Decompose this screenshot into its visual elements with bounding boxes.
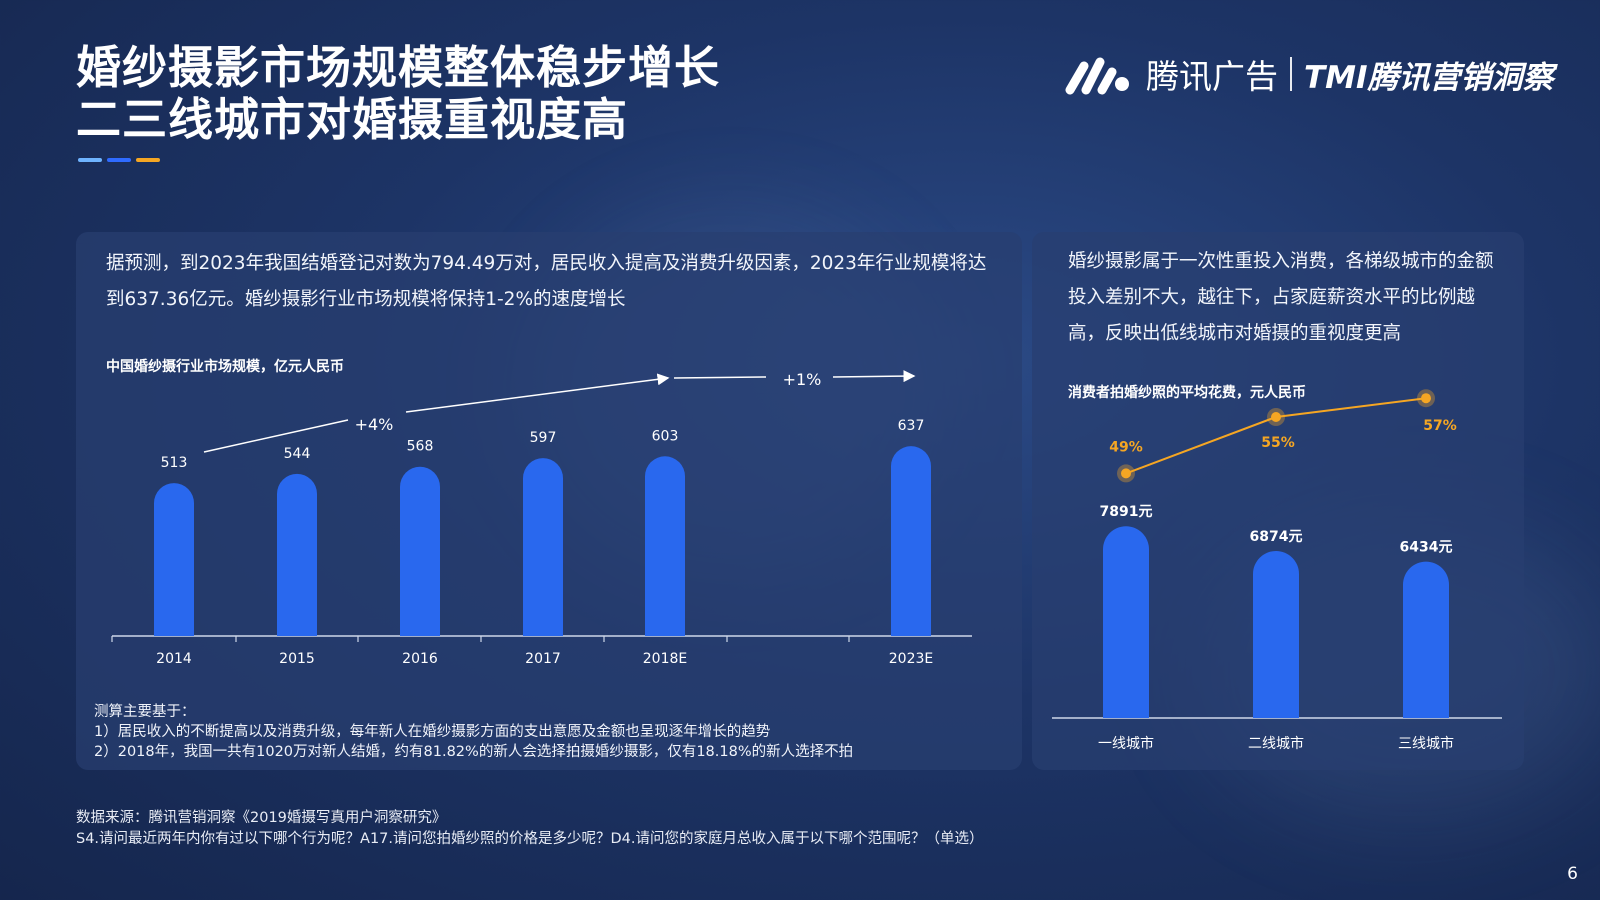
x-tick-label: 三线城市 (1398, 735, 1454, 752)
data-source: 数据来源：腾讯营销洞察《2019婚摄写真用户洞察研究》 (76, 810, 447, 826)
growth-rate-label: +4% (355, 415, 394, 434)
brand-name: 腾讯广告 (1146, 57, 1278, 96)
bar (1103, 526, 1149, 718)
x-tick-label: 一线城市 (1098, 735, 1154, 752)
percent-point (1271, 412, 1281, 422)
bar-value-label: 637 (898, 418, 925, 434)
bar-value-label: 603 (652, 428, 679, 444)
x-tick-label: 2016 (402, 651, 438, 667)
footer-source: 数据来源：腾讯营销洞察《2019婚摄写真用户洞察研究》 S4.请问最近两年内你有… (76, 808, 984, 850)
x-tick-label: 2014 (156, 651, 192, 667)
bar (1403, 561, 1449, 718)
bar (523, 458, 563, 636)
x-tick-label: 二线城市 (1248, 735, 1304, 752)
x-tick-label: 2023E (889, 651, 933, 667)
calculation-notes: 测算主要基于： 1）居民收入的不断提高以及消费升级，每年新人在婚纱摄影方面的支出… (94, 702, 853, 762)
percent-label: 49% (1109, 439, 1143, 455)
bar-value-label: 513 (161, 455, 188, 471)
percent-label: 55% (1261, 435, 1295, 451)
accent-dash (107, 158, 131, 162)
notes-heading: 测算主要基于： (94, 704, 196, 720)
bar (154, 483, 194, 636)
x-tick-label: 2018E (643, 651, 687, 667)
title-accent-dashes (78, 158, 160, 162)
bar-value-label: 6434元 (1400, 540, 1453, 556)
tencent-ads-logo-icon (1065, 57, 1129, 95)
bar (400, 466, 440, 636)
growth-arrow-segment (673, 376, 767, 379)
bar (645, 456, 685, 636)
bar (1253, 550, 1299, 718)
growth-arrow (832, 370, 916, 383)
brand-subname: TMI腾讯营销洞察 (1304, 59, 1554, 96)
chart-title: 消费者拍婚纱照的平均花费，元人民币 (1068, 385, 1306, 401)
bar-value-label: 7891元 (1100, 504, 1153, 520)
page-number: 6 (1567, 864, 1578, 884)
bar-value-label: 597 (530, 430, 557, 446)
growth-arrow-segment (203, 419, 349, 453)
bar-value-label: 6874元 (1250, 529, 1303, 545)
title-line-2: 二三线城市对婚摄重视度高 (76, 93, 629, 146)
page-title: 婚纱摄影市场规模整体稳步增长 二三线城市对婚摄重视度高 (76, 42, 720, 146)
bar-value-label: 568 (407, 439, 434, 455)
market-size-chart: 513 2014 544 2015 568 2016 597 2017 603 2018E 637 2… (111, 370, 972, 667)
brand-header: 腾讯广告 TMI腾讯营销洞察 (1062, 52, 1554, 96)
percent-point (1121, 468, 1131, 479)
bar-value-label: 544 (284, 446, 311, 462)
city-spend-panel: 婚纱摄影属于一次性重投入消费，各梯级城市的金额投入差别不大，越往下，占家庭薪资水… (1032, 232, 1524, 770)
accent-dash (136, 158, 160, 162)
bar (277, 473, 317, 636)
x-tick-label: 2017 (525, 651, 561, 667)
survey-questions: S4.请问最近两年内你有过以下哪个行为呢？A17.请问您拍婚纱照的价格是多少呢？… (76, 831, 984, 847)
market-size-panel: 据预测，到2023年我国结婚登记对数为794.49万对，居民收入提高及消费升级因… (76, 232, 1022, 770)
market-size-description: 据预测，到2023年我国结婚登记对数为794.49万对，居民收入提高及消费升级因… (106, 253, 987, 310)
percent-label: 57% (1423, 418, 1457, 434)
notes-item: 2）2018年，我国一共有1020万对新人结婚，约有81.82%的新人会选择拍摄… (94, 744, 854, 760)
growth-rate-label: +1% (783, 370, 822, 389)
chart-title: 中国婚纱摄行业市场规模，亿元人民币 (106, 359, 344, 375)
percent-point (1421, 393, 1431, 404)
growth-arrow (405, 373, 670, 413)
city-spend-description: 婚纱摄影属于一次性重投入消费，各梯级城市的金额投入差别不大，越往下，占家庭薪资水… (1068, 251, 1494, 344)
title-line-1: 婚纱摄影市场规模整体稳步增长 (76, 41, 721, 94)
accent-dash (78, 158, 102, 162)
x-tick-label: 2015 (279, 651, 315, 667)
brand-divider (1290, 57, 1292, 91)
notes-item: 1）居民收入的不断提高以及消费升级，每年新人在婚纱摄影方面的支出意愿及金额也呈现… (94, 724, 771, 740)
bar (891, 446, 931, 636)
